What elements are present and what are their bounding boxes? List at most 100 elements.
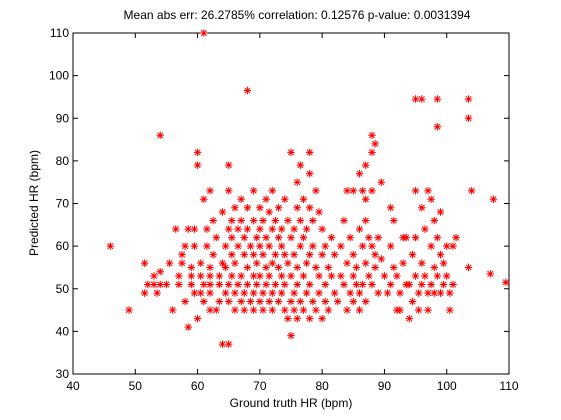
data-point — [268, 186, 277, 195]
data-point — [240, 306, 249, 314]
data-point — [436, 289, 445, 297]
data-point — [305, 314, 314, 323]
data-point — [424, 289, 432, 297]
data-point — [436, 250, 445, 259]
data-point — [302, 289, 311, 297]
data-point — [371, 263, 379, 272]
data-point — [371, 140, 379, 148]
data-point — [171, 225, 180, 233]
data-point — [237, 216, 245, 225]
data-point — [200, 195, 208, 204]
tick-marks — [72, 32, 510, 375]
data-point — [452, 233, 460, 242]
data-point — [421, 225, 429, 233]
data-point — [411, 272, 420, 280]
data-point — [228, 216, 236, 225]
data-point — [256, 297, 264, 306]
data-point — [181, 297, 189, 306]
data-point — [268, 289, 277, 297]
data-point — [386, 242, 395, 250]
data-point — [309, 297, 317, 306]
data-point — [418, 259, 426, 267]
data-point — [228, 272, 236, 280]
data-point — [305, 169, 314, 178]
data-point — [330, 289, 339, 297]
y-tick-label: 60 — [56, 239, 70, 253]
data-point — [249, 186, 258, 195]
data-point — [265, 297, 273, 306]
data-point — [402, 233, 411, 242]
data-point — [178, 250, 186, 259]
x-tick-label: 110 — [499, 379, 518, 393]
data-point — [206, 306, 214, 314]
data-point — [355, 306, 364, 314]
data-point — [324, 306, 333, 314]
data-point — [175, 280, 183, 289]
data-point — [318, 250, 326, 259]
y-tick-labels: 30 40 50 60 70 80 90 100 110 — [49, 26, 69, 381]
x-tick-label: 100 — [437, 379, 457, 393]
data-point — [259, 216, 267, 225]
data-point — [405, 314, 414, 323]
data-point — [312, 263, 320, 272]
data-point — [156, 267, 164, 276]
data-point — [209, 250, 217, 259]
data-point — [290, 306, 298, 314]
data-point — [190, 242, 199, 250]
data-point — [377, 255, 386, 263]
data-point — [305, 203, 314, 212]
data-point — [184, 323, 193, 331]
data-point — [287, 148, 295, 157]
data-point — [150, 280, 158, 289]
data-point — [287, 297, 295, 306]
x-tick-label: 80 — [315, 379, 329, 393]
data-point — [380, 272, 389, 280]
data-point — [389, 216, 398, 225]
data-point — [280, 195, 289, 204]
data-point — [355, 169, 364, 178]
data-point — [246, 297, 255, 306]
data-point — [203, 242, 211, 250]
data-point — [340, 280, 348, 289]
data-point — [271, 250, 280, 259]
data-point — [218, 259, 227, 267]
data-point — [178, 259, 186, 267]
data-point — [327, 233, 336, 242]
data-point — [408, 250, 417, 259]
data-point — [302, 259, 311, 267]
data-point — [284, 216, 292, 225]
data-point — [305, 280, 314, 289]
data-point — [296, 161, 305, 169]
data-point — [433, 272, 442, 280]
data-point — [361, 297, 370, 306]
data-point — [377, 178, 386, 186]
y-tick-label: 80 — [56, 154, 70, 168]
data-point — [290, 225, 298, 233]
data-point — [196, 289, 205, 297]
data-point — [293, 178, 302, 186]
data-point — [262, 263, 270, 272]
data-point — [396, 306, 404, 314]
data-point — [252, 233, 261, 242]
data-point — [271, 216, 280, 225]
data-point — [430, 289, 439, 297]
data-point — [424, 186, 432, 195]
data-point — [433, 233, 442, 242]
x-tick-label: 70 — [253, 379, 267, 393]
data-point — [312, 306, 320, 314]
data-point — [215, 297, 224, 306]
data-point — [246, 242, 255, 250]
data-point — [293, 280, 302, 289]
data-point — [259, 289, 267, 297]
y-tick-label: 30 — [56, 367, 70, 381]
data-point — [315, 272, 323, 280]
data-point — [321, 242, 330, 250]
x-tick-label: 50 — [129, 379, 143, 393]
data-point — [361, 161, 370, 169]
data-point — [249, 272, 258, 280]
data-point — [234, 242, 242, 250]
data-point — [265, 272, 273, 280]
data-point — [287, 272, 295, 280]
data-point — [343, 306, 351, 314]
